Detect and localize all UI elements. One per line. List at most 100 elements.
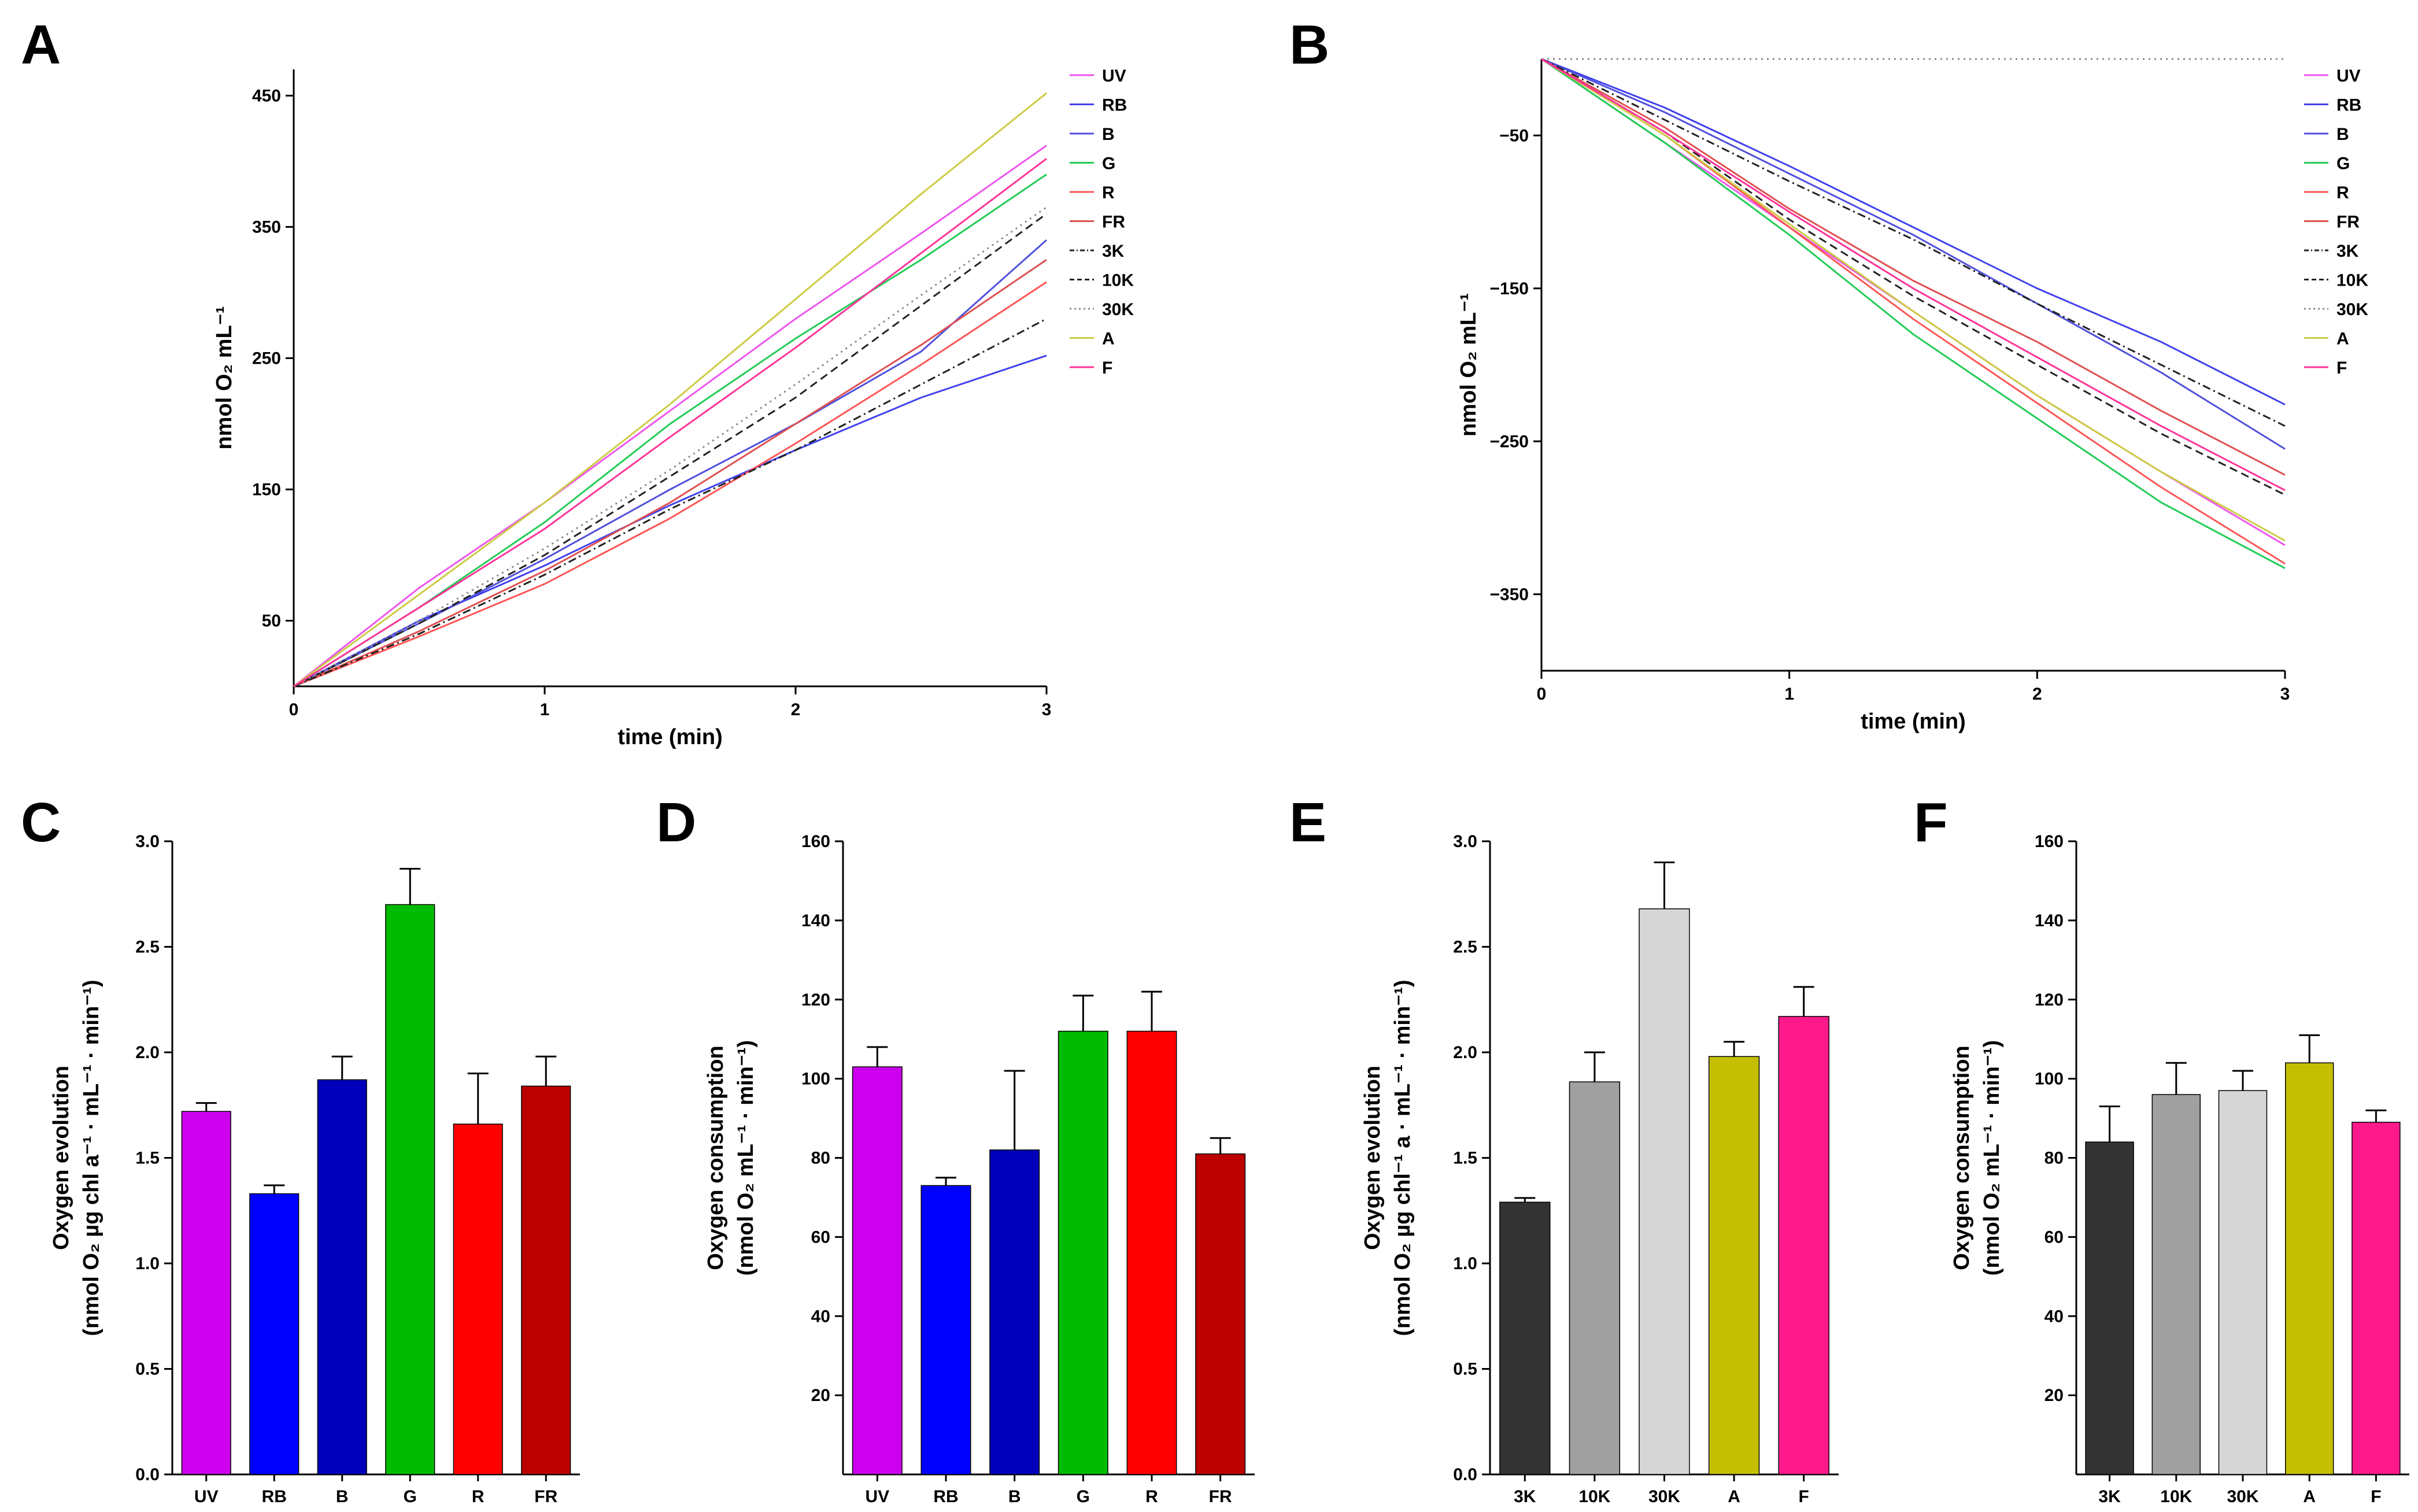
y-tick-label: 1.5 [135, 1149, 160, 1168]
y-tick-label: 40 [2044, 1307, 2064, 1326]
x-tick-label: F [1799, 1487, 1809, 1506]
x-axis-title: time (min) [618, 725, 723, 749]
y-tick-label: 150 [252, 480, 281, 499]
bar-fr [521, 1085, 571, 1475]
bar-g [1058, 1030, 1108, 1475]
series-line-b [293, 239, 1047, 687]
y-tick-label: 20 [811, 1386, 830, 1405]
panel-b: B 0 1 2 3 −50 −150 −250 −350 time (min) nmol O₂ mL… [1289, 14, 2368, 734]
x-tick-label: 10K [2160, 1487, 2192, 1506]
x-tick-label: FR [534, 1487, 557, 1506]
bar-10k [1569, 1081, 1621, 1475]
y-tick-label: 80 [811, 1149, 830, 1168]
y-axis-subtitle: (nmol O₂ µg chl a⁻¹ · mL⁻¹ · min⁻¹) [79, 979, 103, 1336]
bar-r [1126, 1030, 1177, 1475]
x-tick-label: 30K [1648, 1487, 1680, 1506]
series-line-f [1541, 58, 2286, 491]
legend-label: A [1102, 330, 1115, 349]
x-tick-label: 30K [2227, 1487, 2258, 1506]
x-tick-label: R [1145, 1487, 1158, 1506]
legend-label: R [2336, 183, 2349, 202]
y-axis-title: Oxygen consumption [1950, 1045, 1974, 1270]
x-tick-label: 1 [1784, 685, 1794, 704]
bar-3k [2085, 1141, 2134, 1475]
y-tick-label: 100 [801, 1070, 830, 1089]
y-tick-label: 1.5 [1453, 1149, 1477, 1168]
x-tick-label: 3K [1514, 1487, 1536, 1506]
x-tick-label: 0 [1537, 685, 1547, 704]
bar-b [989, 1149, 1040, 1475]
panel-e: E 0.0 0.5 1.0 1.5 2.0 2.5 3.0 3K 10K 30K A F Oxygen e… [1289, 792, 1839, 1506]
bar-rb [249, 1193, 300, 1475]
legend-label: RB [1102, 96, 1127, 115]
y-tick-label: 140 [2035, 911, 2064, 930]
y-tick-label: 0.0 [1453, 1465, 1477, 1484]
x-axis-title: time (min) [1861, 709, 1966, 734]
bar-f [2352, 1122, 2401, 1475]
series-line-uv [293, 145, 1047, 687]
y-axis-subtitle: (nmol O₂ mL⁻¹ · min⁻¹) [1980, 1040, 2004, 1276]
y-tick-label: 60 [2044, 1228, 2064, 1247]
bar-uv [852, 1066, 903, 1475]
y-tick-label: 2.5 [135, 938, 160, 957]
x-tick-label: R [472, 1487, 485, 1506]
legend-label: A [2336, 330, 2349, 349]
y-tick-label: 160 [801, 832, 830, 851]
x-tick-label: 10K [1578, 1487, 1610, 1506]
y-tick-label: 160 [2035, 832, 2064, 851]
legend-label: 3K [1102, 242, 1125, 261]
x-tick-label: B [336, 1487, 349, 1506]
y-axis-title: nmol O₂ mL⁻¹ [1456, 293, 1481, 437]
bar-b [317, 1079, 367, 1475]
x-tick-label: B [1008, 1487, 1021, 1506]
panel-f: F 20 40 60 80 100 120 140 160 3K 10K 30K A F Oxygen co… [1914, 792, 2409, 1506]
series-line-b [1541, 58, 2286, 450]
panel-d: D 20 40 60 80 100 120 140 160 UV RB B G R FR Oxygen con… [656, 792, 1255, 1506]
series-line-3k [293, 317, 1047, 687]
legend-label: 10K [1102, 271, 1134, 290]
x-tick-label: 1 [540, 700, 550, 719]
y-tick-label: 0.0 [135, 1465, 160, 1484]
bar-r [453, 1123, 503, 1475]
x-tick-label: 2 [2032, 685, 2042, 704]
bar-rb [920, 1185, 971, 1475]
y-tick-label: 120 [801, 990, 830, 1010]
legend-label: UV [1102, 66, 1126, 86]
series-line-a [1541, 58, 2286, 542]
panel-letter: C [21, 792, 61, 853]
bar-10k [2151, 1094, 2201, 1475]
series-line-f [293, 158, 1047, 687]
panel-letter: B [1289, 14, 1329, 76]
y-axis-subtitle: (nmol O₂ µg chl⁻¹ a · mL⁻¹ · min⁻¹) [1391, 979, 1415, 1336]
panel-c: C 0.0 0.5 1.0 1.5 2.0 2.5 3.0 UV RB B G R FR Oxygen ev… [21, 792, 580, 1506]
y-tick-label: 350 [252, 217, 281, 236]
y-tick-label: 100 [2035, 1070, 2064, 1089]
series-line-3k [1541, 58, 2286, 427]
panel-letter: A [21, 14, 61, 76]
legend-label: 3K [2336, 242, 2359, 261]
x-tick-label: RB [933, 1487, 958, 1506]
y-tick-label: 2.0 [135, 1043, 160, 1062]
x-tick-label: 2 [791, 700, 801, 719]
y-axis-title: Oxygen consumption [704, 1045, 728, 1270]
y-tick-label: 0.5 [135, 1360, 160, 1379]
legend-label: B [2336, 125, 2349, 144]
x-tick-label: UV [865, 1487, 889, 1506]
bar-a [1708, 1056, 1760, 1475]
panel-letter: E [1289, 792, 1326, 853]
series-line-uv [1541, 58, 2286, 546]
bar-30k [1639, 908, 1690, 1475]
series-line-30k [293, 206, 1047, 687]
y-tick-label: 0.5 [1453, 1360, 1477, 1379]
legend-label: UV [2336, 66, 2361, 86]
legend-label: 30K [2336, 300, 2368, 319]
y-tick-label: 40 [811, 1307, 830, 1326]
y-axis-title: Oxygen evolution [49, 1066, 73, 1250]
series-line-r [293, 281, 1047, 687]
x-tick-label: UV [194, 1487, 219, 1506]
legend-label: F [2336, 358, 2347, 378]
x-tick-label: G [1077, 1487, 1090, 1506]
series-line-rb [1541, 58, 2286, 406]
